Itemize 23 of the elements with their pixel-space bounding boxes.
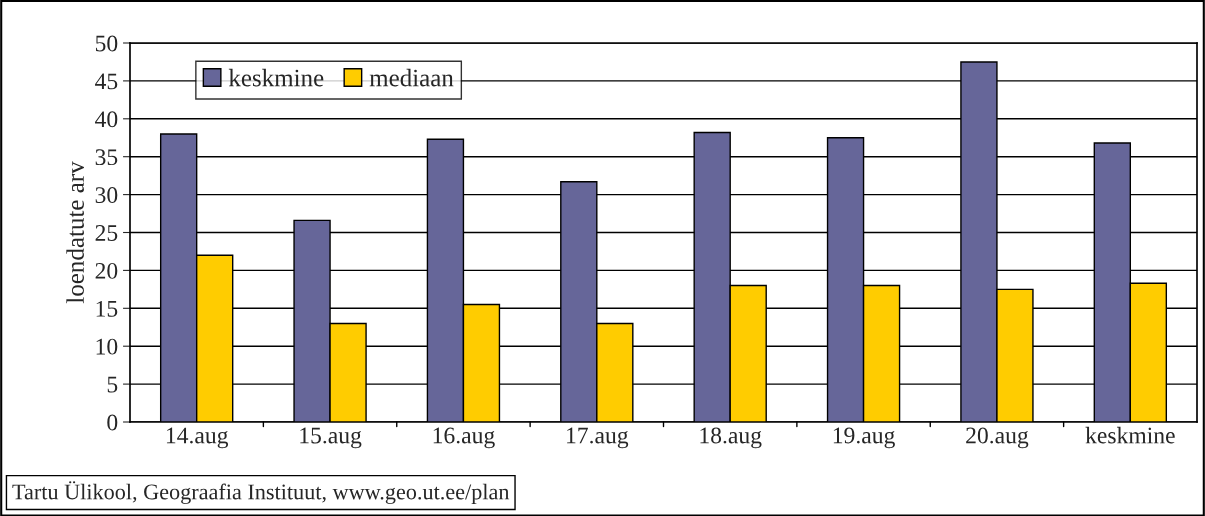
x-tick-label: keskmine [1085, 426, 1175, 444]
y-tick-label: 20 [95, 262, 118, 279]
y-axis-title: loendatute arv [66, 161, 84, 304]
legend-label: mediaan [369, 68, 454, 87]
x-tick-label: 19.aug [833, 427, 895, 449]
y-tick-label: 0 [107, 414, 118, 431]
y-tick-label: 50 [95, 35, 118, 52]
legend-label: keskmine [228, 68, 324, 87]
y-tick-label: 40 [95, 111, 118, 128]
x-tick-label: 14.aug [166, 427, 229, 449]
x-tick-label: 18.aug [700, 427, 762, 449]
x-tick-label: 15.aug [300, 427, 362, 449]
y-tick-label: 15 [96, 300, 118, 317]
x-tick-label: 20.aug [966, 427, 1029, 449]
y-tick-label: 35 [95, 149, 118, 166]
x-tick-label: 17.aug [567, 427, 629, 449]
text: Tartu Ülikool, Geograafia Instituut, www.geo.ut.ee/plan [12, 481, 510, 504]
y-tick-label: 5 [107, 376, 118, 393]
x-tick-label: 16.aug [433, 427, 495, 449]
y-tick-label: 30 [95, 187, 118, 204]
y-tick-label: 10 [96, 338, 118, 355]
y-tick-label: 25 [95, 225, 118, 241]
y-tick-label: 45 [95, 73, 118, 90]
